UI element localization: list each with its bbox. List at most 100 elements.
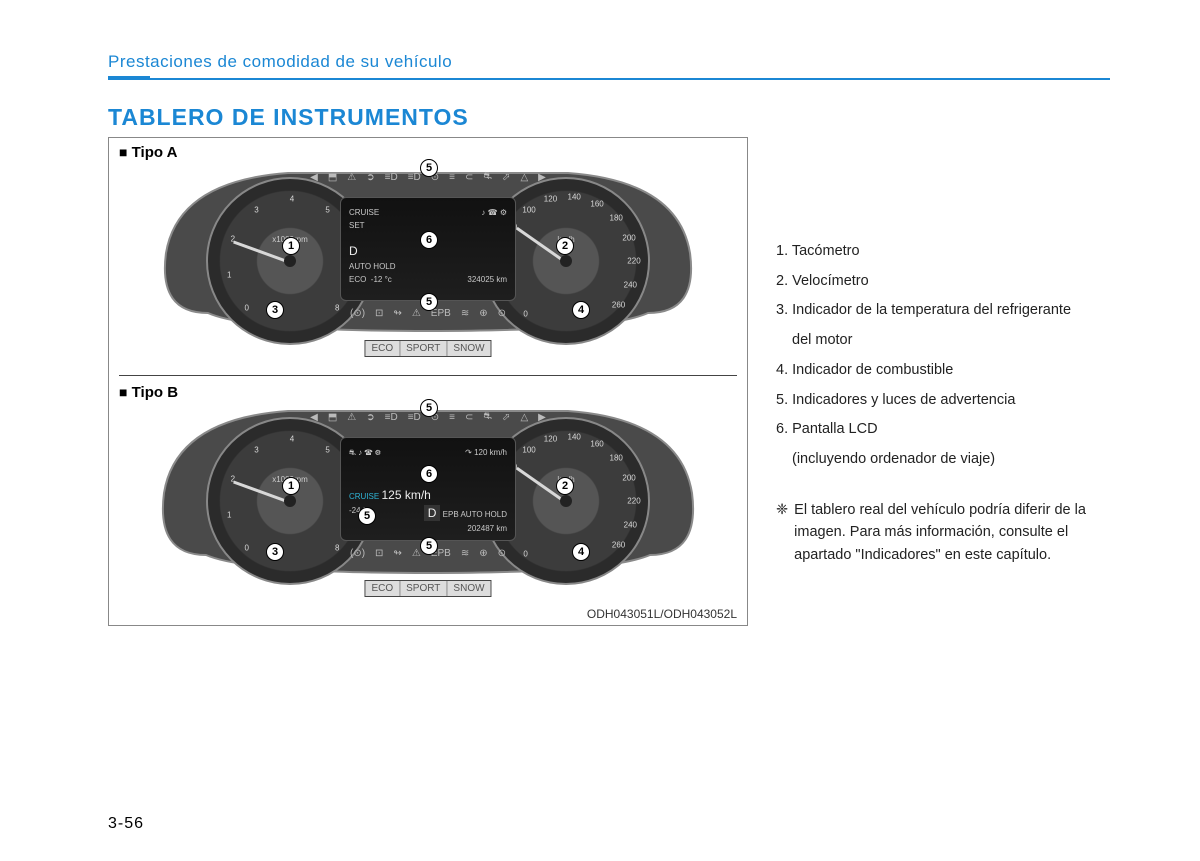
callout-6-a: 6: [420, 231, 438, 249]
page-title: TABLERO DE INSTRUMENTOS: [108, 104, 1110, 131]
warning-icon: ↬: [393, 308, 401, 319]
legend-item: 3. Indicador de la temperatura del refri…: [776, 296, 1110, 326]
figure-divider: [119, 375, 737, 376]
warning-icon: ⊡: [375, 308, 383, 319]
drive-mode-snow: SNOW: [447, 581, 490, 596]
warning-icon: ⊙: [498, 548, 506, 559]
section-header: Prestaciones de comodidad de su vehículo: [108, 52, 1110, 80]
gauge-tick: 1: [227, 511, 231, 520]
warning-icon: ⬀: [502, 412, 510, 423]
warning-icon: (⊙): [350, 308, 365, 319]
auto-hold-b: AUTO HOLD: [460, 510, 507, 519]
cruise-label: CRUISE: [349, 208, 379, 217]
callout-5-bot-b: 5: [420, 537, 438, 555]
callout-3-b: 3: [266, 543, 284, 561]
warning-icon: △: [520, 172, 528, 183]
warning-icon: ⊡: [375, 548, 383, 559]
callout-5-mid-b: 5: [358, 507, 376, 525]
type-a-text: Tipo A: [132, 144, 178, 161]
gauge-tick: 120: [544, 435, 557, 444]
warning-icon: ↬: [393, 548, 401, 559]
warning-icon: ≡: [449, 172, 455, 183]
legend-item: 5. Indicadores y luces de advertencia: [776, 386, 1110, 416]
gauge-tick: 160: [590, 439, 603, 448]
gauge-tick: 220: [627, 497, 640, 506]
gauge-tick: 140: [568, 433, 581, 442]
warning-icon: ⊕: [479, 308, 487, 319]
odometer-a: 324025 km: [467, 275, 507, 284]
note-text: El tablero real del vehículo podría dife…: [794, 499, 1110, 566]
gauge-tick: 2: [231, 474, 235, 483]
drive-mode-sport: SPORT: [400, 581, 447, 596]
type-b-text: Tipo B: [132, 384, 178, 401]
warning-icon: (⊙): [350, 548, 365, 559]
drive-modes-a: ECOSPORTSNOW: [364, 340, 491, 357]
callout-5-bot-a: 5: [420, 293, 438, 311]
gauge-tick: 3: [254, 205, 258, 214]
lcd-screen-b: ⛐ ♪ ☎ ⚙↷ 120 km/h CRUISE 125 km/h -24 °c…: [340, 437, 516, 541]
drive-mode-eco: ECO: [365, 581, 400, 596]
gauge-tick: 1: [227, 271, 231, 280]
warning-icon: ⊙: [498, 308, 506, 319]
speed-limit-b: 120 km/h: [474, 448, 507, 457]
warning-icon: △: [520, 412, 528, 423]
figures-panel: ■ Tipo A ◀⬒⚠➲≡D≡D⊙≡⊂⛐⬀△▶ x1000rpm 012345…: [108, 137, 748, 626]
warning-icon: ⚠: [412, 308, 421, 319]
warning-icon: ≡: [449, 412, 455, 423]
page-number: 3-56: [108, 815, 144, 833]
auto-hold-a: AUTO HOLD: [349, 262, 396, 271]
warning-icon: ⊂: [465, 172, 473, 183]
cluster-type-b: ◀⬒⚠➲≡D≡D⊙≡⊂⛐⬀△▶ x1000rpm 012345678 km/h …: [148, 403, 708, 575]
callout-3-a: 3: [266, 301, 284, 319]
warning-icon: ≡D: [385, 412, 398, 423]
cluster-type-a: ◀⬒⚠➲≡D≡D⊙≡⊂⛐⬀△▶ x1000rpm 012345678 km/h …: [148, 163, 708, 335]
footnote: ❈ El tablero real del vehículo podría di…: [776, 499, 1110, 566]
callout-2-a: 2: [556, 237, 574, 255]
gear-indicator-a: D: [349, 244, 358, 258]
gear-indicator-b: D: [424, 505, 441, 521]
temp-a: -12 °c: [371, 275, 392, 284]
lcd-screen-a: CRUISE♪ ☎ ⚙ SET D AUTO HOLD ECO -12 °c32…: [340, 197, 516, 301]
warning-icon: ⬒: [328, 412, 337, 423]
legend-item: 4. Indicador de combustible: [776, 356, 1110, 386]
gauge-tick: 180: [610, 453, 623, 462]
drive-mode-snow: SNOW: [447, 341, 490, 356]
gauge-tick: 3: [254, 445, 258, 454]
callout-2-b: 2: [556, 477, 574, 495]
warning-icon: ⊂: [465, 412, 473, 423]
gauge-tick: 160: [590, 199, 603, 208]
warning-icon: ≋: [461, 548, 469, 559]
gauge-tick: 260: [612, 301, 625, 310]
gauge-tick: 240: [624, 520, 637, 529]
gauge-tick: 0: [245, 304, 249, 313]
warning-icon: ⬒: [328, 172, 337, 183]
gauge-tick: 2: [231, 234, 235, 243]
gauge-tick: 200: [622, 473, 635, 482]
warning-icon: ≡D: [408, 172, 421, 183]
legend: 1. Tacómetro2. Velocímetro3. Indicador d…: [776, 137, 1110, 626]
legend-item: 2. Velocímetro: [776, 267, 1110, 297]
callout-5-top-b: 5: [420, 399, 438, 417]
warning-icon: ≋: [461, 308, 469, 319]
drive-modes-b: ECOSPORTSNOW: [364, 580, 491, 597]
warning-icon: ⬀: [502, 172, 510, 183]
drive-mode-eco: ECO: [365, 341, 400, 356]
gauge-tick: 5: [325, 445, 329, 454]
cruise-label-b: CRUISE: [349, 492, 379, 501]
gauge-tick: 200: [622, 233, 635, 242]
note-marker-icon: ❈: [776, 499, 788, 566]
gauge-tick: 5: [325, 205, 329, 214]
gauge-tick: 4: [290, 435, 294, 444]
epb-b: EPB: [443, 510, 459, 519]
gauge-tick: 100: [522, 205, 535, 214]
cruise-speed-b: 125 km/h: [381, 488, 430, 502]
cruise-set: SET: [349, 221, 365, 230]
odometer-b: 202487 km: [467, 524, 507, 533]
callout-6-b: 6: [420, 465, 438, 483]
warning-icon: ≡D: [385, 172, 398, 183]
warning-icon: ⚠: [347, 172, 356, 183]
warning-icon: ⊕: [479, 548, 487, 559]
callout-5-top-a: 5: [420, 159, 438, 177]
legend-item: 6. Pantalla LCD: [776, 415, 1110, 445]
gauge-tick: 240: [624, 280, 637, 289]
